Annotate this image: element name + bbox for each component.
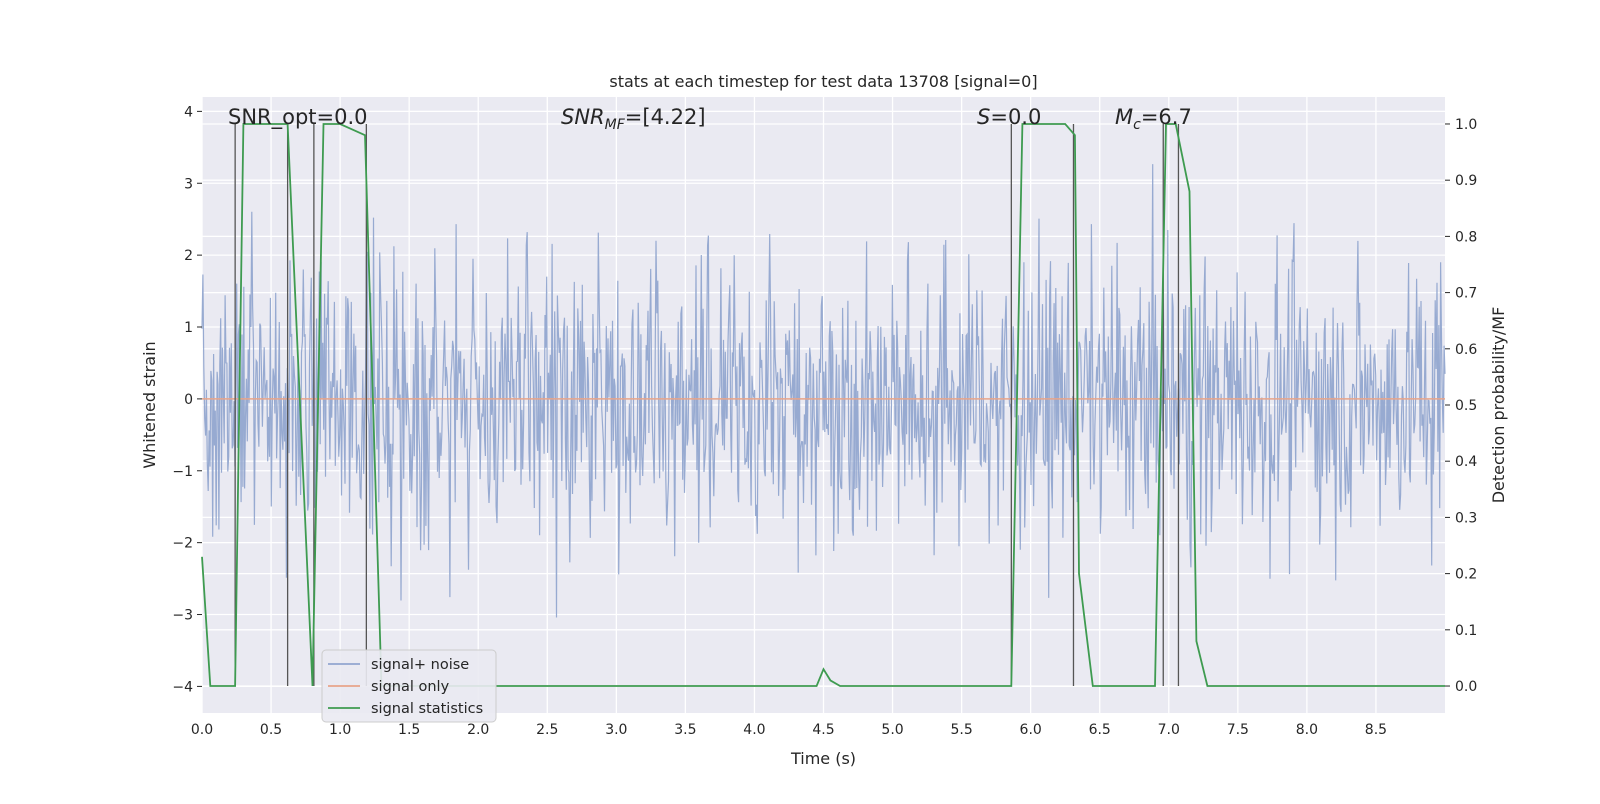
legend-label-signal-statistics: signal statistics xyxy=(371,701,483,717)
legend: signal+ noise signal only signal statist… xyxy=(321,649,497,723)
signal-noise-line xyxy=(201,164,1446,618)
signal-noise-series xyxy=(201,164,1446,618)
x-tick-label: 3.5 xyxy=(674,722,696,738)
s-annotation: S=0.0 xyxy=(977,105,1041,129)
y-right-tick-label: 0.0 xyxy=(1455,679,1477,695)
legend-label-signal-noise: signal+ noise xyxy=(371,657,469,673)
y-right-tick-label: 0.5 xyxy=(1455,398,1477,414)
signal-statistics-series xyxy=(201,123,1445,687)
y-left-tick-label: 4 xyxy=(184,104,193,120)
x-tick-label: 2.5 xyxy=(536,722,558,738)
y-left-tick-label: 1 xyxy=(184,320,193,336)
mc-value: =6.7 xyxy=(1141,105,1192,129)
mc-subscript: c xyxy=(1133,117,1141,133)
x-tick-label: 2.0 xyxy=(467,722,489,738)
mc-label: M xyxy=(1115,105,1133,129)
x-tick-label: 1.0 xyxy=(329,722,351,738)
y-left-tick-label: 2 xyxy=(184,248,193,264)
axis-ticks: 0.0 0.5 1.0 1.5 2.0 2.5 3.0 3.5 4.0 4.5 5.0 5.5 6.0 6… xyxy=(172,104,1477,738)
signal-statistics-line xyxy=(201,123,1445,687)
x-tick-label: 6.5 xyxy=(1089,722,1111,738)
x-tick-label: 5.0 xyxy=(881,722,903,738)
mc-annotation: Mc=6.7 xyxy=(1115,105,1192,133)
snr-mf-value: =[4.22] xyxy=(625,105,706,129)
legend-label-signal-only: signal only xyxy=(371,679,450,695)
chart-title: stats at each timestep for test data 137… xyxy=(609,72,1037,91)
snr-opt-annotation: SNR_opt=0.0 xyxy=(228,105,368,130)
snr-mf-label: SNR xyxy=(561,105,605,129)
y-right-tick-label: 0.1 xyxy=(1455,623,1477,639)
y-right-tick-label: 0.4 xyxy=(1455,454,1477,470)
y-right-tick-label: 1.0 xyxy=(1455,117,1477,133)
y-right-tick-label: 0.7 xyxy=(1455,286,1477,302)
x-tick-label: 3.0 xyxy=(605,722,627,738)
y-right-tick-label: 0.6 xyxy=(1455,342,1477,358)
x-tick-label: 4.5 xyxy=(812,722,834,738)
y-right-tick-label: 0.8 xyxy=(1455,229,1477,245)
x-tick-label: 7.5 xyxy=(1227,722,1249,738)
y-axis-left-label: Whitened strain xyxy=(140,341,159,468)
y-axis-right-label: Detection probability/MF xyxy=(1489,307,1508,504)
x-tick-label: 7.0 xyxy=(1158,722,1180,738)
x-tick-label: 8.0 xyxy=(1296,722,1318,738)
s-label: S xyxy=(977,105,990,129)
y-left-tick-label: −1 xyxy=(172,464,193,480)
x-tick-label: 6.0 xyxy=(1020,722,1042,738)
y-left-tick-label: 0 xyxy=(184,392,193,408)
x-tick-label: 5.5 xyxy=(950,722,972,738)
y-right-tick-label: 0.9 xyxy=(1455,173,1477,189)
x-tick-label: 8.5 xyxy=(1365,722,1387,738)
y-left-tick-label: −2 xyxy=(172,536,193,552)
x-tick-label: 1.5 xyxy=(398,722,420,738)
y-right-tick-label: 0.2 xyxy=(1455,567,1477,583)
y-left-tick-label: −4 xyxy=(172,679,193,695)
x-tick-label: 0.5 xyxy=(260,722,282,738)
y-left-tick-label: 3 xyxy=(184,176,193,192)
snr-mf-annotation: SNRMF=[4.22] xyxy=(561,105,706,133)
x-axis-label: Time (s) xyxy=(790,749,856,768)
snr-mf-subscript: MF xyxy=(605,117,626,133)
s-value: =0.0 xyxy=(990,105,1041,129)
x-tick-label: 4.0 xyxy=(743,722,765,738)
x-tick-label: 0.0 xyxy=(191,722,213,738)
y-left-tick-label: −3 xyxy=(172,608,193,624)
legend-box xyxy=(321,649,497,723)
y-right-tick-label: 0.3 xyxy=(1455,510,1477,526)
